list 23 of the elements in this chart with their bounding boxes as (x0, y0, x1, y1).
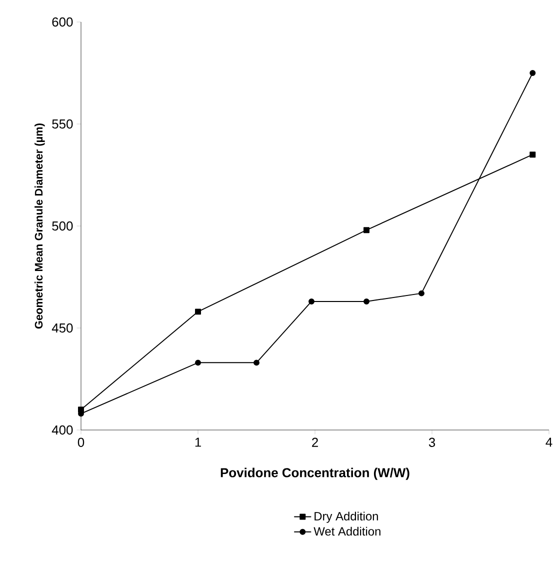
y-tick-label: 450 (52, 323, 73, 333)
x-axis-title: Povidone Concentration (W/W) (220, 468, 410, 480)
point (254, 360, 260, 366)
point (418, 290, 424, 296)
legend-label: Wet Addition (314, 526, 380, 536)
x-tick-label: 4 (546, 438, 552, 447)
legend-label: Dry Addition (314, 512, 378, 523)
y-tick-label: 500 (52, 221, 73, 231)
y-tick-label: 550 (52, 119, 73, 129)
point (195, 308, 201, 315)
x-tick-label: 0 (78, 438, 84, 447)
point (530, 70, 536, 76)
point (363, 298, 370, 304)
x-tick-label: 1 (195, 438, 201, 447)
point (363, 227, 370, 234)
y-tick-label: 600 (52, 17, 73, 27)
y-tick-label: 400 (52, 425, 73, 435)
y-axis-title: Geometric Mean Granule Diameter (µm) (34, 124, 45, 329)
x-tick-label: 2 (312, 438, 318, 447)
point (308, 298, 314, 304)
point (530, 152, 536, 158)
x-tick-label: 3 (428, 438, 436, 447)
point (195, 360, 201, 366)
